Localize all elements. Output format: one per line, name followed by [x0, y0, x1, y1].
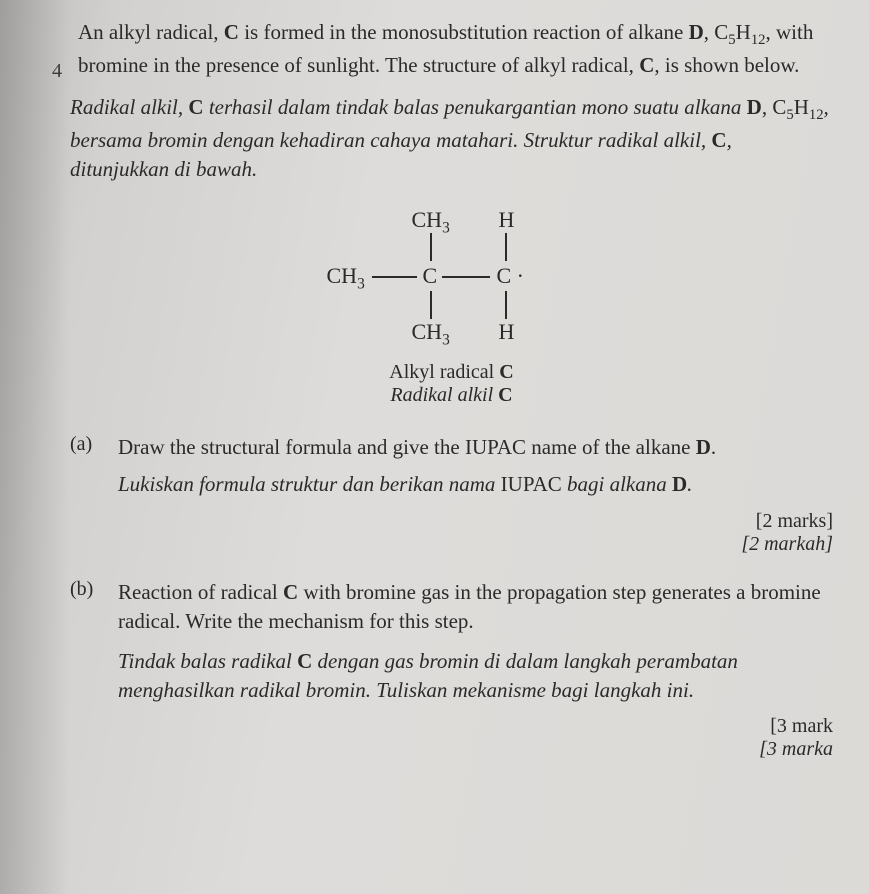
group-c: C	[423, 263, 438, 289]
text: An alkyl radical,	[78, 20, 224, 44]
bond	[505, 233, 507, 261]
label-c: C	[224, 20, 239, 44]
text: , is shown below.	[654, 53, 799, 77]
sub-question-label: (a)	[70, 433, 118, 500]
chemical-structure-block: CH3 H CH3 C C · CH3 H Alkyl radical C Ra…	[70, 201, 833, 407]
sub-question-b: (b) Reaction of radical C with bromine g…	[70, 578, 833, 706]
text: , C	[704, 20, 729, 44]
label-en: Alkyl radical C	[389, 361, 513, 384]
subscript: 5	[786, 108, 793, 124]
bond	[430, 233, 432, 261]
group-c-radical: C ·	[497, 263, 525, 289]
page-shade	[0, 0, 70, 894]
label-bm: Radikal alkil C	[389, 384, 513, 407]
text: is formed in the monosubstitution reacti…	[239, 20, 689, 44]
group-h: H	[499, 319, 515, 345]
chemical-structure: CH3 H CH3 C C · CH3 H	[322, 201, 582, 351]
text: Radikal alkil,	[70, 95, 188, 119]
label-c: C	[639, 53, 654, 77]
text: H	[794, 95, 809, 119]
sub-question-label: (b)	[70, 578, 118, 706]
intro-paragraph-en: An alkyl radical, C is formed in the mon…	[78, 18, 833, 79]
marks-b: [3 mark [3 marka	[70, 715, 833, 761]
chemical-structure-label: Alkyl radical C Radikal alkil C	[389, 361, 513, 407]
group-h: H	[499, 207, 515, 233]
text: H	[736, 20, 751, 44]
marks-en: [3 mark	[70, 715, 833, 738]
subscript: 5	[728, 32, 735, 48]
text-en: Draw the structural formula and give the…	[118, 433, 833, 462]
subscript: 12	[809, 108, 824, 124]
marks-bm: [3 marka	[70, 738, 833, 761]
label-c: C	[711, 128, 726, 152]
sub-question-a: (a) Draw the structural formula and give…	[70, 433, 833, 500]
subscript: 12	[751, 32, 766, 48]
bond	[505, 291, 507, 319]
group-ch3: CH3	[327, 263, 365, 293]
sub-question-body: Reaction of radical C with bromine gas i…	[118, 578, 833, 706]
bond	[442, 276, 490, 278]
bond	[430, 291, 432, 319]
label-d: D	[747, 95, 762, 119]
text: terhasil dalam tindak balas penukarganti…	[204, 95, 747, 119]
marks-bm: [2 markah]	[70, 533, 833, 556]
question-number: 4	[52, 60, 62, 83]
marks-en: [2 marks]	[70, 510, 833, 533]
marks-a: [2 marks] [2 markah]	[70, 510, 833, 556]
intro-paragraph-bm: Radikal alkil, C terhasil dalam tindak b…	[70, 93, 833, 183]
text: , C	[762, 95, 787, 119]
sub-question-body: Draw the structural formula and give the…	[118, 433, 833, 500]
text-en: Reaction of radical C with bromine gas i…	[118, 578, 833, 637]
text-bm: Lukiskan formula struktur dan berikan na…	[118, 470, 833, 499]
group-ch3: CH3	[412, 319, 450, 349]
label-d: D	[689, 20, 704, 44]
bond	[372, 276, 417, 278]
text-bm: Tindak balas radikal C dengan gas bromin…	[118, 647, 833, 706]
label-c: C	[188, 95, 203, 119]
page: 4 An alkyl radical, C is formed in the m…	[0, 0, 869, 894]
